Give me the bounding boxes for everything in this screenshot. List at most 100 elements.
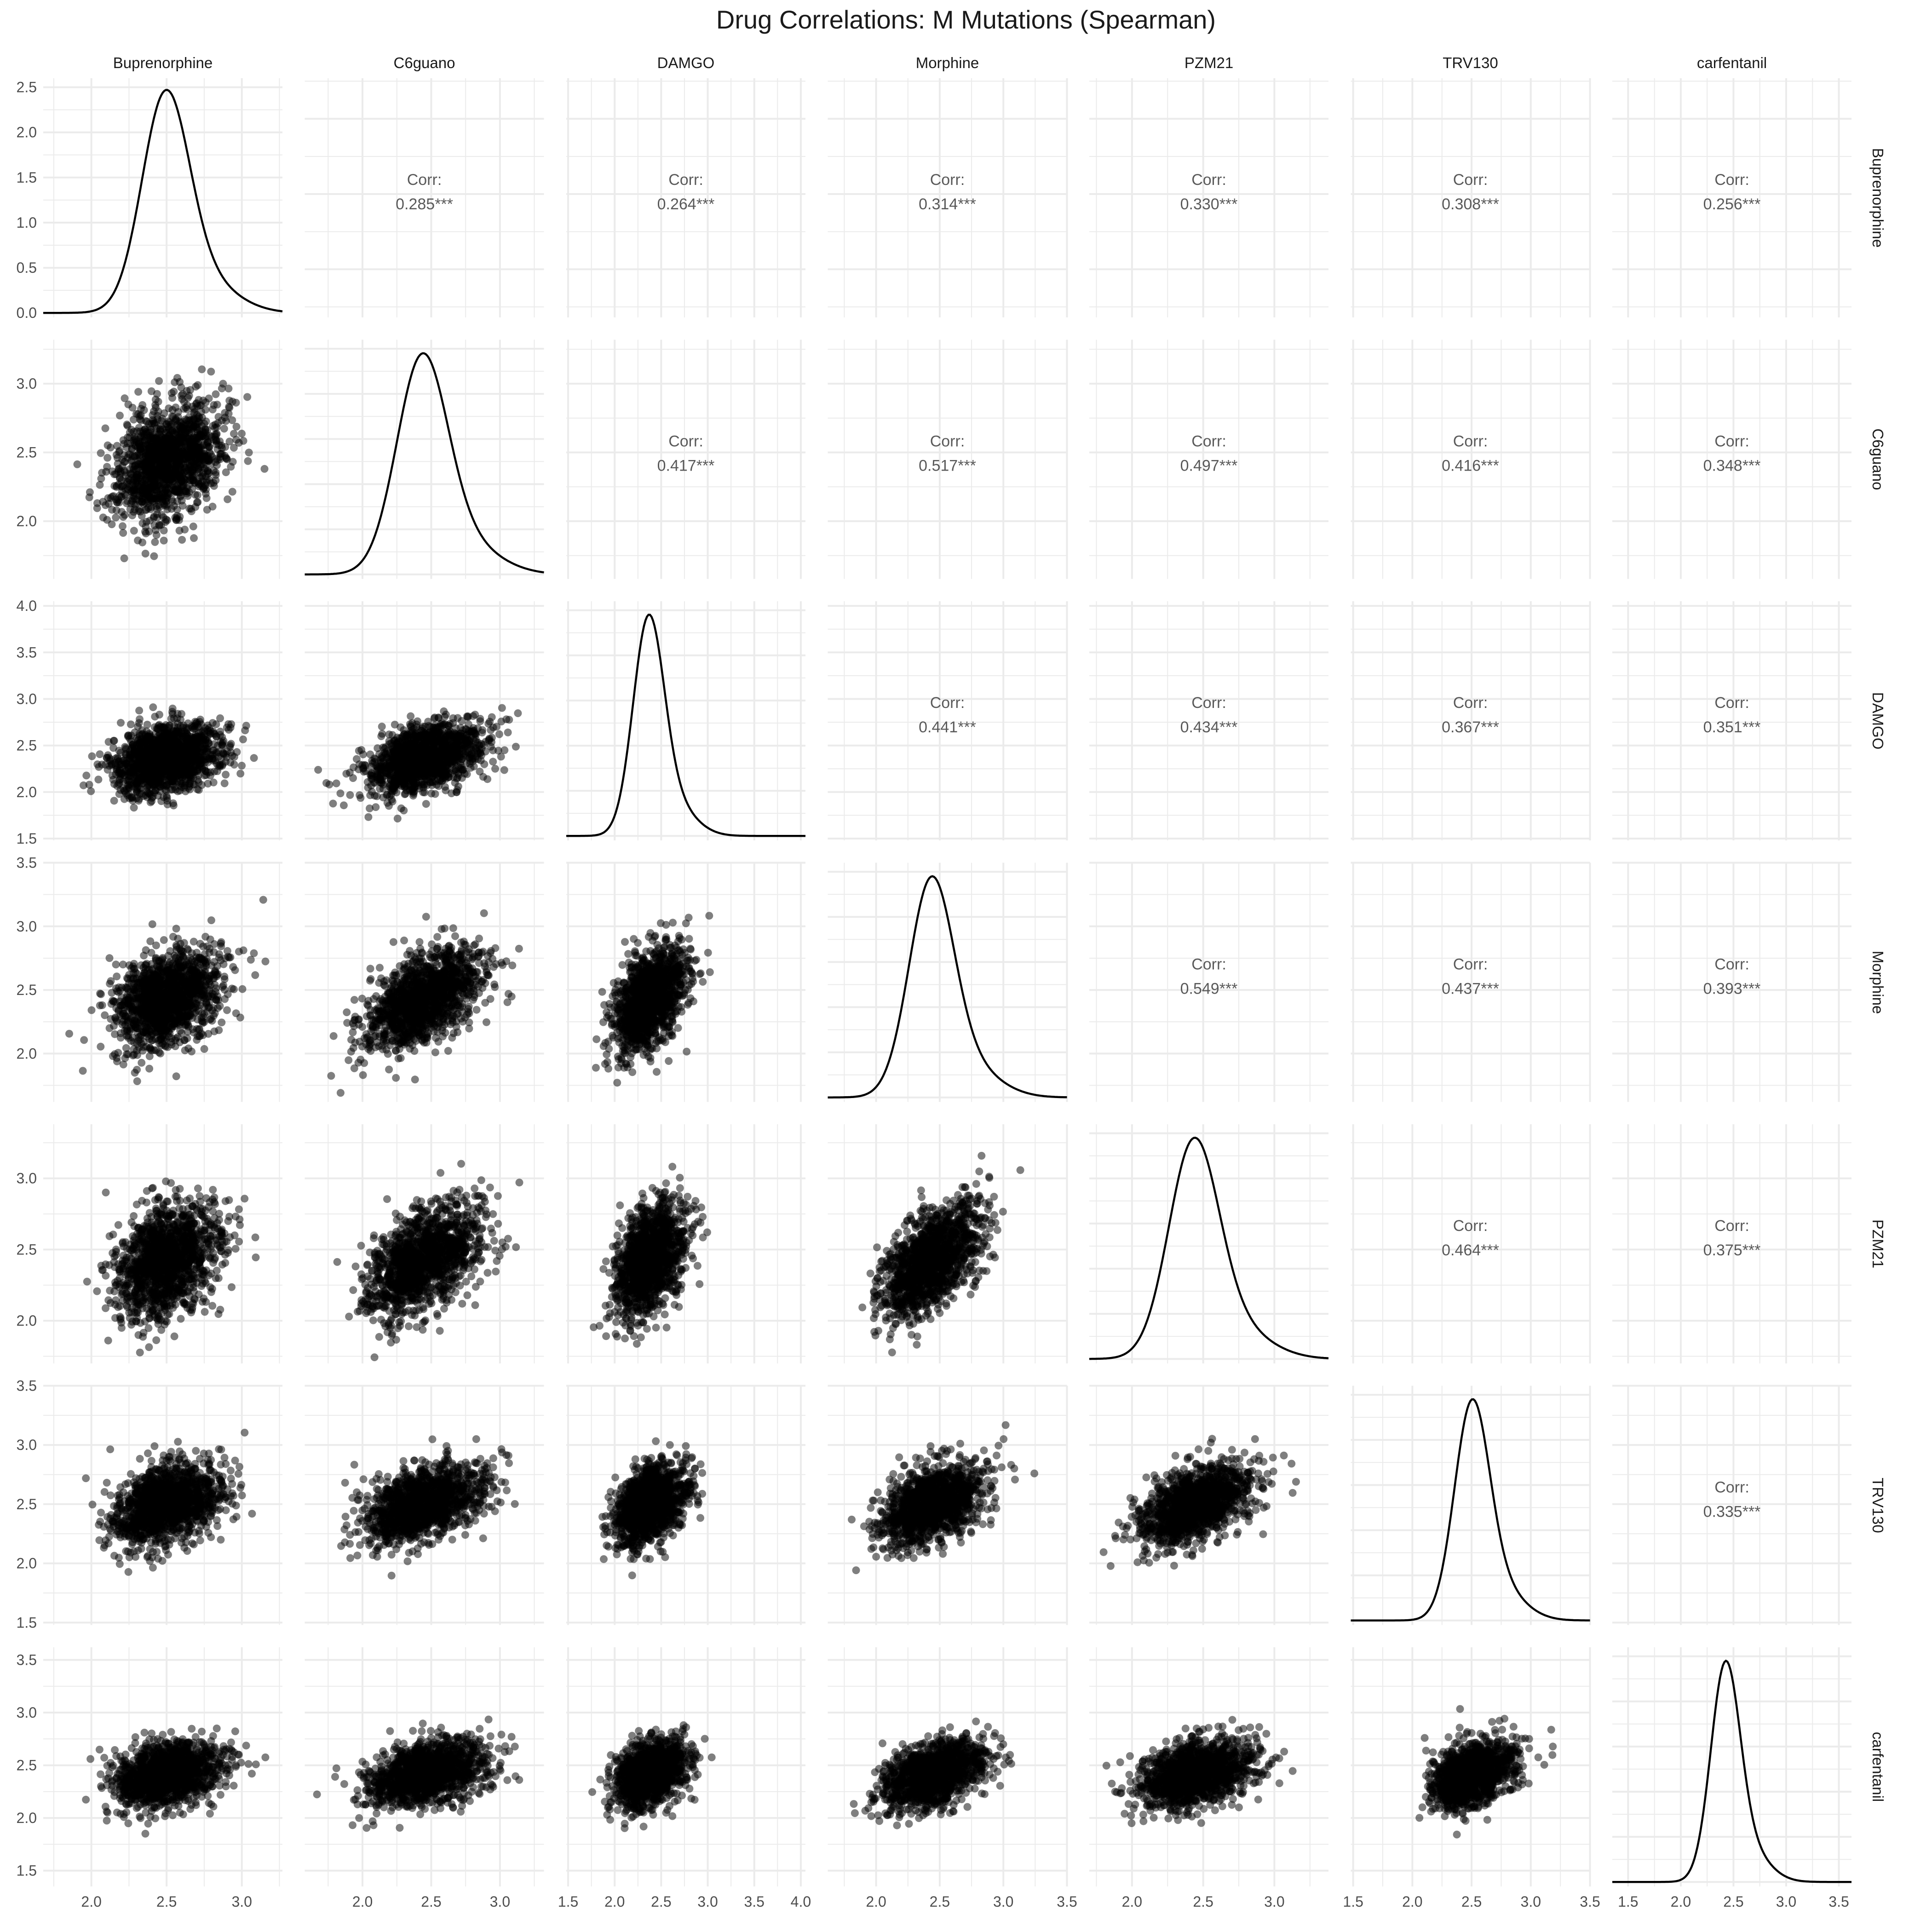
scatter-point	[138, 539, 146, 546]
scatter-point	[443, 734, 450, 742]
panel-damgo-vs-carfentanil: Corr:0.351***	[1612, 601, 1852, 840]
scatter-point	[346, 791, 354, 799]
scatter-point	[152, 470, 160, 477]
scatter-point	[406, 720, 414, 728]
scatter-point	[143, 430, 150, 437]
scatter-point	[500, 746, 508, 754]
scatter-point	[357, 746, 365, 754]
scatter-point	[144, 755, 151, 763]
scatter-point	[454, 732, 462, 740]
scatter-point	[121, 511, 129, 519]
scatter-point	[185, 446, 193, 454]
scatter-point	[133, 478, 141, 486]
scatter-point	[127, 720, 135, 728]
scatter-point	[208, 433, 216, 441]
scatter-point	[80, 1036, 88, 1044]
scatter-point	[230, 761, 238, 769]
scatter-point	[142, 550, 150, 558]
corr-label: Corr:	[668, 433, 703, 450]
points-damgo-vs-buprenorphine	[80, 703, 258, 811]
scatter-point	[333, 780, 340, 788]
scatter-point	[188, 771, 196, 779]
scatter-point	[500, 766, 508, 774]
scatter-point	[124, 422, 132, 430]
scatter-point	[132, 787, 140, 795]
scatter-point	[184, 492, 192, 500]
density-curve-damgo	[566, 615, 805, 836]
scatter-point	[179, 425, 187, 433]
scatter-point	[138, 765, 145, 772]
scatter-point	[192, 400, 200, 408]
scatter-point	[82, 771, 90, 779]
corr-label: Corr:	[1453, 433, 1488, 450]
corr-value: 0.517***	[919, 457, 976, 475]
scatter-point	[148, 503, 155, 511]
scatter-point	[136, 497, 144, 505]
scatter-point	[419, 734, 426, 742]
panel-grid: Corr:0.285***Corr:0.264***Corr:0.314***C…	[17, 54, 1886, 1910]
scatter-point	[476, 768, 483, 776]
scatter-point	[430, 758, 437, 766]
scatter-point	[504, 729, 512, 736]
panel-c6guano-vs-trv130: Corr:0.416***	[1351, 340, 1590, 579]
scatter-point	[123, 760, 131, 768]
corr-value: 0.434***	[1180, 719, 1238, 736]
scatter-point	[230, 444, 238, 452]
scatter-point	[387, 739, 395, 747]
scatter-point	[396, 735, 403, 742]
scatter-point	[180, 728, 188, 736]
corr-label: Corr:	[1714, 433, 1749, 450]
scatter-point	[177, 782, 184, 790]
scatter-point	[412, 770, 420, 778]
scatter-point	[422, 800, 430, 808]
scatter-point	[121, 554, 128, 562]
scatter-point	[232, 399, 240, 407]
density-curve-buprenorphine	[43, 90, 282, 313]
scatter-point	[368, 757, 376, 765]
scatter-point	[102, 761, 109, 769]
scatter-point	[88, 753, 96, 760]
scatter-point	[471, 711, 479, 719]
scatter-point	[185, 505, 193, 512]
scatter-point	[194, 444, 202, 452]
scatter-point	[137, 405, 145, 413]
chart-title: Drug Correlations: M Mutations (Spearman…	[716, 5, 1216, 34]
scatter-point	[201, 767, 209, 775]
scatter-point	[163, 453, 171, 461]
scatter-point	[179, 418, 187, 426]
scatter-point	[167, 745, 175, 753]
scatter-point	[393, 760, 401, 768]
corr-label: Corr:	[1191, 433, 1226, 450]
corr-label: Corr:	[668, 171, 703, 189]
scatter-point	[159, 442, 167, 450]
corr-value: 0.314***	[919, 196, 976, 213]
panel-damgo-vs-damgo	[566, 601, 805, 840]
corr-label: Corr:	[1191, 694, 1226, 712]
scatter-point	[110, 737, 118, 745]
scatter-point	[489, 758, 497, 765]
scatter-point	[178, 395, 186, 403]
scatter-point	[329, 799, 337, 807]
scatter-point	[155, 377, 163, 385]
scatter-point	[196, 432, 203, 440]
scatter-point	[197, 460, 205, 468]
scatter-point	[150, 522, 158, 529]
density-curve-c6guano	[305, 353, 544, 575]
scatter-point	[130, 804, 138, 811]
scatter-point	[465, 741, 473, 748]
scatter-point	[188, 466, 196, 474]
scatter-point	[157, 761, 165, 769]
scatter-point	[150, 742, 158, 750]
scatter-point	[448, 759, 456, 767]
scatter-point	[189, 473, 197, 481]
corr-value: 0.367***	[1442, 719, 1499, 736]
scatter-point	[176, 453, 184, 461]
scatter-point	[142, 946, 150, 954]
panel-buprenorphine-vs-morphine: Corr:0.314***	[828, 78, 1067, 317]
scatter-point	[202, 745, 210, 753]
panel-buprenorphine-vs-c6guano: Corr:0.285***	[305, 78, 544, 317]
scatter-point	[388, 788, 396, 795]
scatter-point	[176, 513, 184, 521]
scatter-point	[337, 789, 345, 797]
corr-value: 0.497***	[1180, 457, 1238, 475]
